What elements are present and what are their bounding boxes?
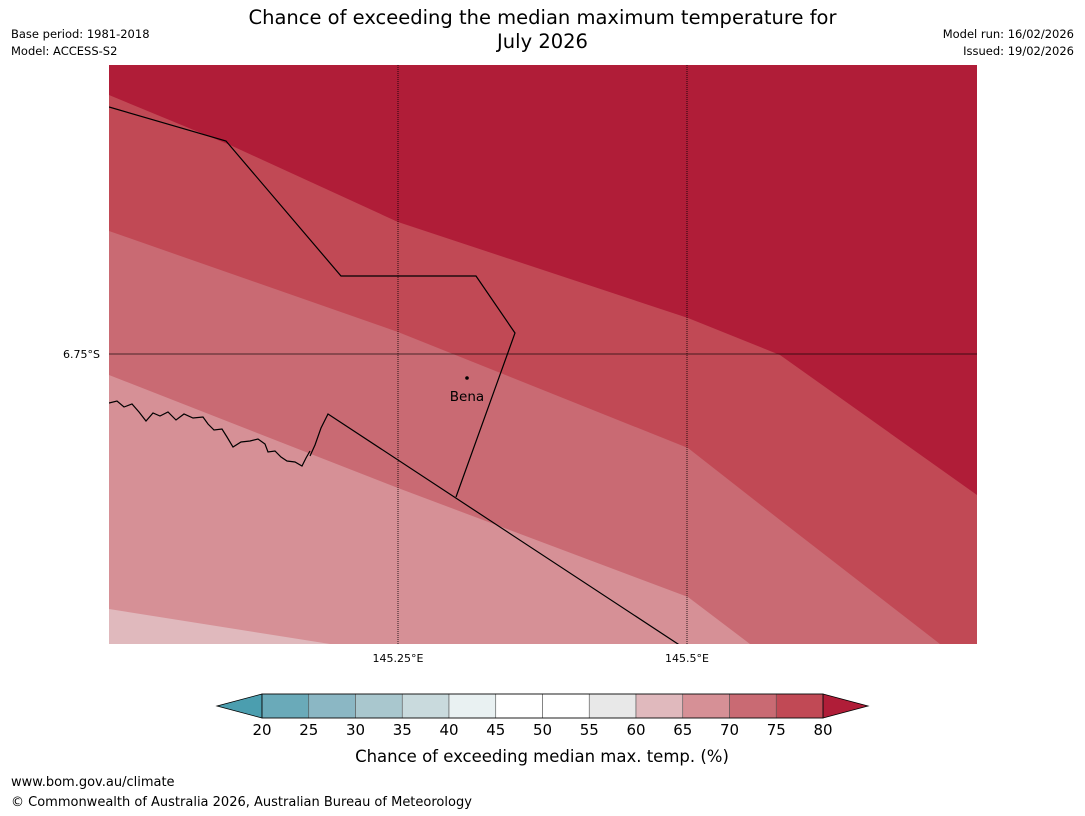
colorbar-outline	[261, 693, 824, 719]
colorbar-segment	[682, 693, 730, 719]
colorbar-segments	[261, 693, 824, 719]
colorbar-tick-label: 75	[767, 721, 786, 739]
colorbar-segment	[542, 693, 590, 719]
colorbar-segment	[355, 693, 403, 719]
colorbar-tick-label: 45	[486, 721, 505, 739]
colorbar-tick-label: 40	[439, 721, 458, 739]
colorbar-tick-label: 80	[813, 721, 832, 739]
title-line-2: July 2026	[497, 30, 588, 53]
colorbar-segment	[261, 693, 310, 719]
longitude-label: 145.5°E	[665, 652, 709, 665]
boundary-line	[109, 106, 516, 498]
footer-copyright: © Commonwealth of Australia 2026, Austra…	[11, 795, 472, 810]
colorbar-segment	[448, 693, 497, 719]
colorbar-segment	[588, 693, 637, 719]
boundary-line	[309, 413, 680, 644]
longitude-label: 145.25°E	[373, 652, 424, 665]
colorbar-label: Chance of exceeding median max. temp. (%…	[355, 747, 729, 766]
colorbar: 20 25 30 35 40 45 50 55 60 65 70 75 80 Chance of exc…	[215, 693, 870, 766]
colorbar-tick-label: 20	[252, 721, 271, 739]
colorbar-tick-label: 60	[626, 721, 645, 739]
colorbar-tick-label: 50	[533, 721, 552, 739]
colorbar-segment	[308, 693, 356, 719]
base-period: Base period: 1981-2018	[11, 27, 150, 41]
chart-title: Chance of exceeding the median maximum t…	[0, 6, 1085, 54]
band-65-70	[109, 375, 750, 644]
meta-right: Model run: 16/02/2026 Issued: 19/02/2026	[943, 26, 1074, 60]
colorbar-over-triangle	[822, 693, 870, 719]
colorbar-tick-label: 25	[299, 721, 318, 739]
footer-url: www.bom.gov.au/climate	[11, 775, 175, 790]
colorbar-tick-label: 65	[673, 721, 692, 739]
map-panel: Bena	[109, 65, 977, 644]
colorbar-tick-label: 70	[720, 721, 739, 739]
town-label: Bena	[450, 389, 484, 405]
town-marker	[465, 376, 469, 380]
issued-date: Issued: 19/02/2026	[963, 44, 1074, 58]
colorbar-tick-label: 30	[346, 721, 365, 739]
colorbar-segment	[729, 693, 777, 719]
latitude-label: 6.75°S	[63, 348, 100, 361]
band-60-65	[109, 609, 330, 644]
colorbar-segment	[401, 693, 450, 719]
colorbar-tick-label: 55	[580, 721, 599, 739]
model-run: Model run: 16/02/2026	[942, 27, 1074, 41]
colorbar-under-triangle	[215, 693, 263, 719]
title-line-1: Chance of exceeding the median maximum t…	[248, 6, 837, 29]
boundary-line	[109, 400, 311, 467]
meta-left: Base period: 1981-2018 Model: ACCESS-S2	[11, 26, 150, 60]
colorbar-segment	[635, 693, 684, 719]
colorbar-segment	[775, 693, 824, 719]
colorbar-tick-label: 35	[393, 721, 412, 739]
colorbar-ticks: 20 25 30 35 40 45 50 55 60 65 70 75 80	[252, 721, 832, 739]
colorbar-segment	[495, 693, 543, 719]
model-name: Model: ACCESS-S2	[11, 44, 118, 58]
